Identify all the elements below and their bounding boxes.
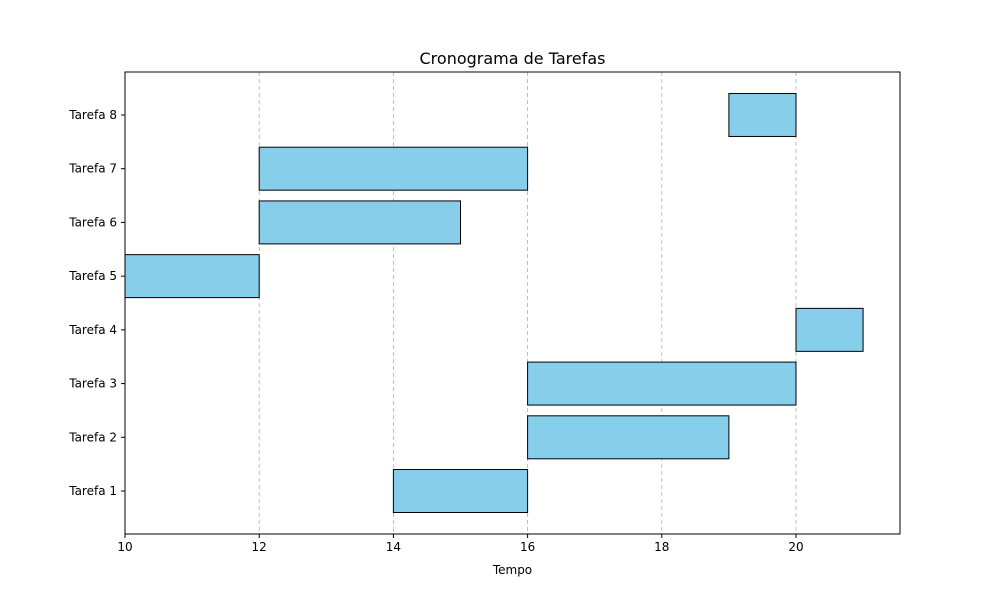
task-bar-tarefa-8: [728, 92, 797, 137]
task-bar-tarefa-4: [795, 307, 864, 352]
y-tick-label: Tarefa 7: [68, 162, 117, 176]
task-bar-tarefa-7: [258, 146, 529, 191]
y-tick-label: Tarefa 8: [68, 108, 117, 122]
x-tick-label: 16: [520, 540, 535, 554]
task-bar-tarefa-5: [124, 254, 260, 299]
y-axis-ticks: Tarefa 1 Tarefa 2 Tarefa 3 Tarefa 4 Tarefa 5…: [68, 108, 125, 498]
task-bar-tarefa-2: [527, 415, 730, 460]
task-bar-tarefa-1: [392, 469, 529, 514]
x-tick-label: 10: [117, 540, 132, 554]
plot-frame: [124, 71, 901, 535]
x-axis-label: Tempo: [492, 563, 532, 577]
y-tick-label: Tarefa 6: [68, 215, 117, 229]
y-tick-label: Tarefa 4: [68, 323, 117, 337]
x-tick-label: 12: [252, 540, 267, 554]
task-bar-tarefa-3: [527, 361, 797, 406]
x-tick-label: 14: [386, 540, 401, 554]
y-tick-label: Tarefa 2: [68, 430, 117, 444]
task-bar-tarefa-6: [258, 200, 461, 245]
grid-lines: [124, 72, 797, 534]
task-bars: [124, 92, 864, 514]
y-tick-label: Tarefa 1: [68, 484, 117, 498]
x-tick-label: 20: [788, 540, 803, 554]
y-tick-label: Tarefa 3: [68, 377, 117, 391]
y-tick-label: Tarefa 5: [68, 269, 117, 283]
chart-title: Cronograma de Tarefas: [420, 49, 606, 68]
x-tick-label: 18: [654, 540, 669, 554]
x-axis-ticks: 10 12 14 16 18 20: [117, 534, 804, 554]
